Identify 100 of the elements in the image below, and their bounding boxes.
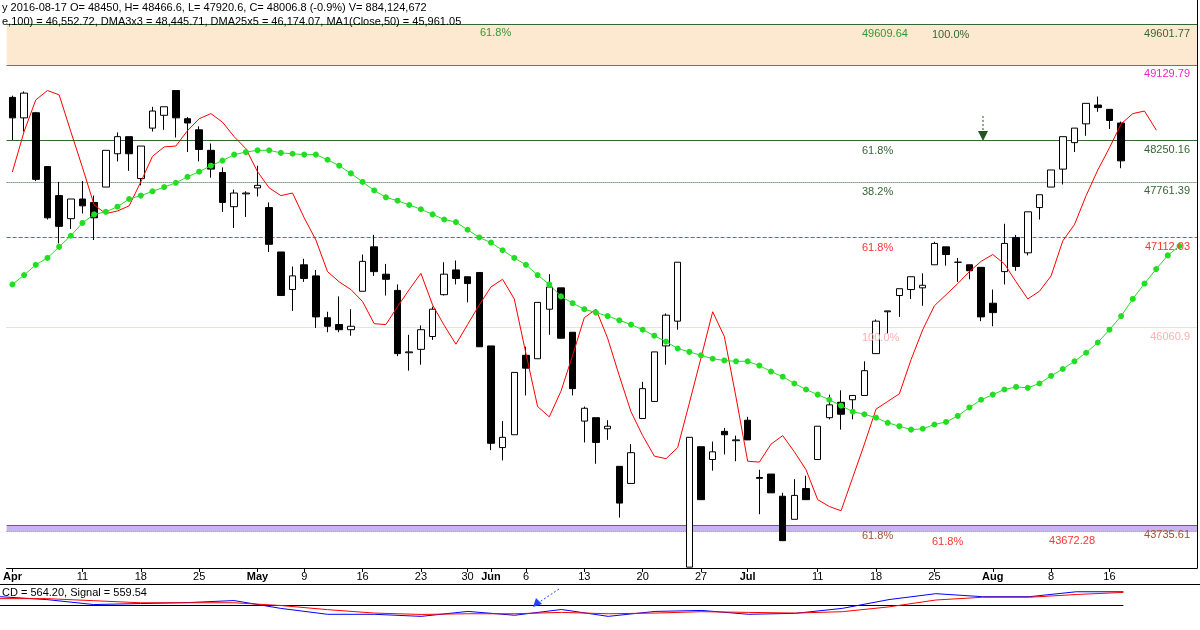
- candlestick: [826, 394, 833, 420]
- x-tick-label: 18: [134, 569, 147, 582]
- candlestick: [242, 190, 250, 218]
- candlestick: [102, 149, 110, 188]
- candlestick: [370, 234, 378, 277]
- x-tick-label: 25: [193, 569, 206, 582]
- x-tick-label: May: [246, 569, 270, 582]
- annotation: e,100) = 46,552.72, DMA3x3 = 48,445.71, DMA25x5 = 46,174.07, MA1(Close,50) = 45,961.05: [2, 14, 462, 27]
- candlestick: [312, 269, 320, 329]
- candlestick: [184, 116, 191, 153]
- candlestick: [639, 381, 646, 420]
- x-tick-label: 18: [869, 569, 883, 582]
- candlestick: [942, 246, 950, 267]
- x-tick-label: Apr: [2, 569, 23, 582]
- candlestick: [977, 266, 985, 322]
- candlestick: [429, 306, 436, 341]
- candlestick: [219, 166, 226, 213]
- candlestick: [651, 351, 658, 402]
- annotation: 100.0%: [932, 28, 970, 41]
- x-tick-label: 8: [1048, 569, 1055, 582]
- candlestick: [931, 241, 938, 266]
- candlestick: [592, 417, 600, 465]
- ref-line-label: 43735.61: [1144, 528, 1191, 541]
- candlestick: [779, 492, 786, 542]
- annotation: 61.8%: [862, 529, 894, 542]
- ref-line-label: 48250.16: [1144, 142, 1191, 155]
- candlestick: [440, 261, 448, 297]
- candlestick: [627, 443, 635, 484]
- candlestick: [989, 289, 997, 327]
- candlestick: [744, 416, 751, 441]
- candlestick: [1012, 234, 1020, 272]
- x-tick-label: 16: [1103, 569, 1116, 582]
- ref-line-label: 49129.79: [1144, 67, 1191, 80]
- candlestick: [359, 254, 366, 292]
- candlestick: [499, 420, 506, 461]
- candlestick: [1071, 127, 1078, 153]
- candlestick: [79, 180, 86, 215]
- candlestick: [861, 360, 868, 396]
- x-tick-label: 11: [812, 569, 824, 582]
- candlestick: [67, 198, 75, 230]
- annotation: CD = 564.20, Signal = 559.54: [2, 585, 147, 598]
- ref-line-label: 49601.77: [1144, 27, 1191, 40]
- x-tick-label: 27: [694, 569, 708, 582]
- candlestick: [335, 295, 343, 333]
- candlestick: [767, 473, 775, 494]
- candlestick: [405, 334, 413, 372]
- candlestick: [324, 311, 331, 333]
- candlestick: [32, 111, 40, 182]
- candlestick: [1047, 169, 1055, 188]
- candlestick: [581, 406, 588, 443]
- candlestick: [732, 435, 740, 462]
- candlestick: [149, 106, 156, 133]
- ref-line-label: 46060.9: [1150, 329, 1190, 342]
- candlestick: [55, 181, 63, 244]
- x-tick-label: 20: [636, 569, 649, 582]
- annotation: 61.8%: [862, 240, 894, 253]
- x-tick-label: 11: [76, 569, 89, 582]
- annotation: y 2016-08-17 O= 48450, H= 48466.6, L= 47920.6, C= 48006.8 (-0.9%) V= 884,124,672: [2, 0, 427, 13]
- candlestick: [756, 469, 763, 515]
- candlestick: [1001, 223, 1008, 285]
- x-tick-label: 16: [356, 569, 369, 582]
- candlestick: [1036, 194, 1043, 221]
- candlestick: [907, 276, 915, 300]
- annotation: 38.2%: [862, 185, 894, 198]
- candlestick: [125, 136, 133, 172]
- x-tick-label: 30: [461, 569, 474, 582]
- ref-line-label: 43672.28: [1049, 533, 1096, 546]
- candlestick: [452, 260, 460, 285]
- x-tick-label: Jul: [739, 569, 756, 582]
- candlestick: [896, 288, 903, 318]
- candlestick: [265, 201, 273, 253]
- candlestick: [814, 425, 821, 461]
- annotation: 61.8%: [932, 534, 964, 547]
- candlestick: [476, 271, 483, 348]
- candlestick: [1024, 211, 1032, 256]
- candlestick: [884, 310, 891, 335]
- ref-line-label: 47761.39: [1144, 184, 1191, 197]
- candlestick: [417, 324, 425, 366]
- candlestick: [604, 419, 611, 441]
- x-tick-label: Aug: [982, 569, 1004, 582]
- candlestick: [20, 90, 28, 133]
- candlestick: [849, 394, 856, 420]
- candlestick: [137, 145, 145, 186]
- candlestick: [464, 276, 471, 303]
- candlestick: [114, 131, 121, 162]
- candlestick: [1094, 96, 1102, 113]
- candlestick: [44, 166, 51, 221]
- candlestick: [394, 283, 401, 357]
- candlestick: [511, 371, 518, 436]
- candlestick: [160, 106, 168, 131]
- candlestick: [557, 287, 565, 339]
- candlestick: [9, 95, 16, 141]
- annotation: 61.8%: [862, 143, 894, 156]
- candlestick: [534, 301, 541, 360]
- candlestick: [487, 345, 495, 451]
- candlestick: [277, 251, 285, 297]
- x-tick-label: 6: [522, 569, 530, 582]
- x-tick-label: Jun: [481, 569, 501, 582]
- candlestick: [674, 261, 681, 331]
- candlestick: [254, 165, 261, 197]
